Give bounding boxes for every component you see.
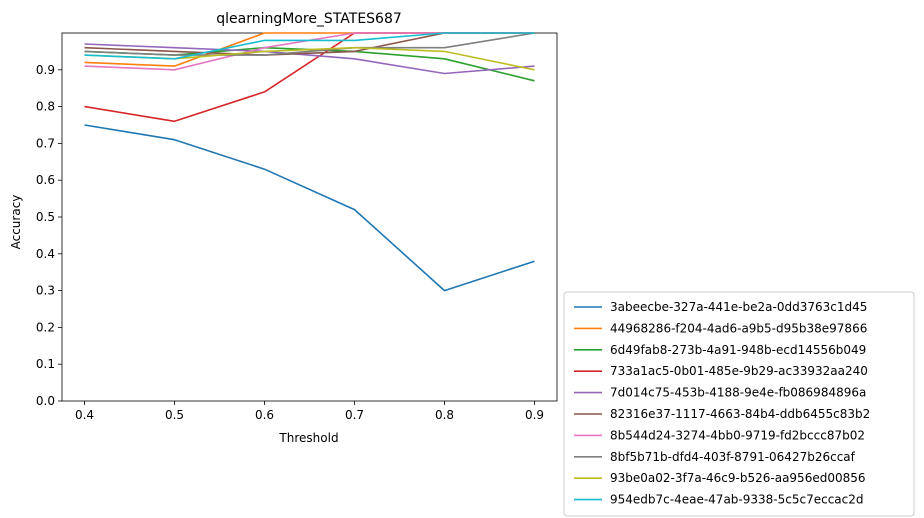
- chart-title: qlearningMore_STATES687: [216, 11, 402, 27]
- legend-entry: 6d49fab8-273b-4a91-948b-ecd14556b049: [610, 343, 866, 357]
- legend-entry: 8bf5b71b-dfd4-403f-8791-06427b26ccaf: [610, 450, 856, 464]
- y-tick-label: 0.7: [36, 136, 55, 150]
- y-tick-label: 0.4: [36, 247, 55, 261]
- series-line-7: [84, 32, 535, 56]
- y-tick-label: 0.8: [36, 100, 55, 114]
- y-tick-label: 0.6: [36, 173, 55, 187]
- legend-entry: 733a1ac5-0b01-485e-9b29-ac33932aa240: [610, 364, 868, 378]
- x-axis: 0.4 0.5 0.6 0.7 0.8 0.9: [75, 401, 544, 422]
- plot-area: [61, 32, 558, 402]
- y-tick-label: 0.5: [36, 210, 55, 224]
- series-line-0: [84, 124, 535, 292]
- legend-entry: 93be0a02-3f7a-46c9-b526-aa956ed00856: [610, 471, 866, 485]
- series-lines: [84, 32, 535, 292]
- series-line-4: [84, 43, 535, 75]
- series-line-9: [84, 32, 535, 60]
- legend-entry: 44968286-f204-4ad6-a9b5-d95b38e97866: [610, 321, 867, 335]
- x-tick-label: 0.7: [345, 408, 364, 422]
- x-axis-label: Threshold: [278, 431, 338, 445]
- y-axis: 0.0 0.1 0.2 0.3 0.4 0.5 0.6 0.7 0.8 0.9: [36, 63, 62, 408]
- x-tick-label: 0.5: [165, 408, 184, 422]
- y-tick-label: 0.9: [36, 63, 55, 77]
- x-tick-label: 0.6: [255, 408, 274, 422]
- y-tick-label: 0.1: [36, 357, 55, 371]
- legend-box: [563, 291, 915, 517]
- legend: 3abeecbe-327a-441e-be2a-0dd3763c1d45 4496…: [563, 291, 915, 517]
- y-tick-label: 0.3: [36, 284, 55, 298]
- y-tick-label: 0.0: [36, 394, 55, 408]
- legend-entry: 954edb7c-4eae-47ab-9338-5c5c7eccac2d: [610, 493, 864, 507]
- legend-entry: 3abeecbe-327a-441e-be2a-0dd3763c1d45: [610, 300, 867, 314]
- legend-entry: 82316e37-1117-4663-84b4-ddb6455c83b2: [610, 407, 870, 421]
- plot-frame: [61, 32, 558, 402]
- x-tick-label: 0.8: [435, 408, 454, 422]
- x-tick-label: 0.9: [525, 408, 544, 422]
- x-tick-label: 0.4: [75, 408, 94, 422]
- legend-entry: 7d014c75-453b-4188-9e4e-fb086984896a: [610, 386, 866, 400]
- legend-entry: 8b544d24-3274-4bb0-9719-fd2bccc87b02: [610, 428, 865, 442]
- y-tick-label: 0.2: [36, 320, 55, 334]
- y-axis-label: Accuracy: [9, 195, 23, 250]
